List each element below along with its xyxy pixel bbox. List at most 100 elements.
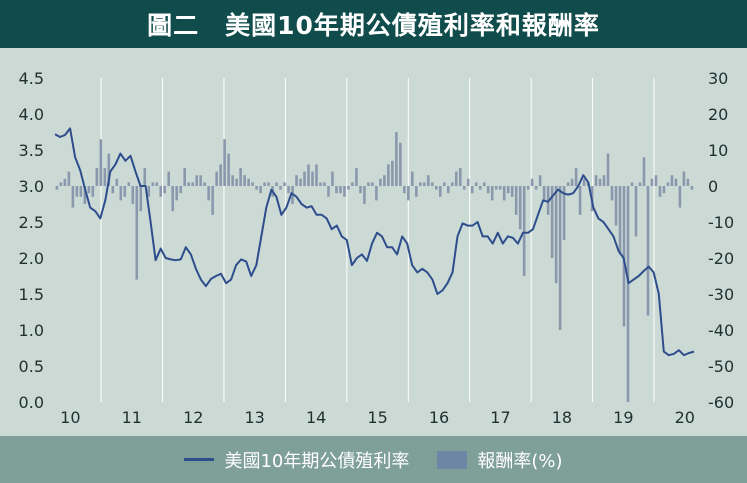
return-bar [207, 186, 210, 201]
return-bar [419, 182, 422, 186]
return-bar [299, 178, 302, 186]
return-bar [219, 164, 222, 186]
return-bar [522, 186, 526, 276]
right-axis-tick-label: -40 [708, 321, 734, 340]
return-bar [526, 186, 530, 190]
return-bar [63, 178, 67, 186]
return-bar [359, 186, 362, 194]
return-bar [87, 186, 91, 194]
legend-item-yield: 美國10年期公債殖利率 [184, 447, 409, 473]
return-bar [175, 186, 179, 201]
return-bar [415, 186, 418, 197]
return-bar [167, 171, 171, 186]
return-bar [203, 182, 206, 186]
return-bar [686, 178, 690, 186]
return-bar [482, 182, 486, 186]
return-bar [323, 182, 326, 186]
return-bar [630, 182, 634, 186]
return-bar [91, 186, 95, 197]
legend-bar-swatch [437, 450, 468, 469]
left-axis-tick-label: 3.5 [19, 141, 44, 160]
right-axis-tick-label: -20 [708, 249, 734, 268]
return-bar [506, 186, 510, 194]
return-bar [470, 186, 474, 194]
return-bar [450, 182, 454, 186]
return-bar [251, 182, 254, 186]
x-axis-tick-label: 20 [675, 408, 695, 427]
return-bar [71, 186, 75, 208]
return-bar [283, 182, 286, 186]
return-bar [654, 175, 658, 186]
left-axis-tick-label: 0.0 [19, 393, 44, 412]
return-bar [235, 178, 238, 186]
return-bar [658, 186, 662, 197]
return-bar [510, 186, 514, 197]
return-bar [83, 186, 87, 204]
x-axis-tick-label: 15 [367, 408, 387, 427]
return-bar [243, 175, 246, 186]
legend: 美國10年期公債殖利率 報酬率(%) [0, 436, 747, 483]
x-axis-tick-label: 16 [429, 408, 449, 427]
return-bar [622, 186, 626, 327]
return-bar [331, 171, 334, 186]
return-bar [439, 186, 442, 197]
return-bar [79, 186, 83, 197]
left-axis-tick-label: 1.0 [19, 321, 44, 340]
return-bar [538, 175, 542, 186]
return-bar [123, 186, 127, 197]
left-axis-tick-label: 0.5 [19, 357, 44, 376]
return-bar [103, 168, 107, 186]
legend-label-return: 報酬率(%) [477, 450, 563, 472]
return-bar [554, 186, 558, 284]
chart-area: 4.5 4.0 3.5 3.0 2.5 2.0 1.5 1.0 0.5 0.0 30 20 10 0 -10… [0, 48, 747, 436]
legend-label-yield: 美國10年期公債殖利率 [224, 450, 410, 472]
right-axis-tick-label: -10 [708, 213, 734, 232]
return-bar [638, 182, 642, 186]
return-bar [355, 168, 358, 186]
return-bar [75, 186, 79, 197]
return-bar [59, 182, 63, 186]
return-bar [474, 182, 478, 186]
return-bar [107, 153, 111, 186]
return-bar [486, 186, 490, 194]
return-bar [566, 182, 570, 186]
legend-item-return: 報酬率(%) [437, 447, 563, 473]
return-bar [399, 142, 402, 186]
return-bar [279, 186, 282, 190]
return-bar [367, 182, 370, 186]
x-axis-tick-label: 18 [552, 408, 572, 427]
right-axis-tick-label: 0 [708, 177, 718, 196]
return-bar [171, 186, 175, 212]
return-bar [562, 186, 566, 240]
return-bar [446, 186, 450, 194]
return-bar [423, 182, 426, 186]
return-bar [155, 182, 159, 186]
return-bar [263, 182, 266, 186]
left-axis-tick-label: 2.0 [19, 249, 44, 268]
return-bar [159, 186, 163, 197]
return-bar [427, 175, 430, 186]
chart-svg: 4.5 4.0 3.5 3.0 2.5 2.0 1.5 1.0 0.5 0.0 30 20 10 0 -10… [19, 69, 735, 427]
return-bar [135, 186, 139, 280]
return-bar [598, 178, 602, 186]
return-bar [311, 171, 314, 186]
return-bar [674, 178, 678, 186]
left-axis-tick-label: 4.0 [19, 105, 44, 124]
return-bar [462, 186, 466, 190]
return-bar [542, 186, 546, 201]
return-bar [255, 186, 258, 190]
return-bar [582, 178, 586, 186]
return-bar [626, 186, 630, 402]
return-bar [458, 168, 462, 186]
x-axis-tick-label: 19 [613, 408, 633, 427]
return-bar [578, 186, 582, 215]
return-bar [247, 178, 250, 186]
return-bar [442, 182, 446, 186]
left-axis-tick-label: 4.5 [19, 69, 44, 88]
return-bar [335, 186, 338, 194]
return-bar [403, 186, 406, 194]
return-bar [351, 182, 354, 186]
return-bar [199, 175, 202, 186]
return-bar [227, 153, 230, 186]
return-bar [395, 132, 398, 186]
